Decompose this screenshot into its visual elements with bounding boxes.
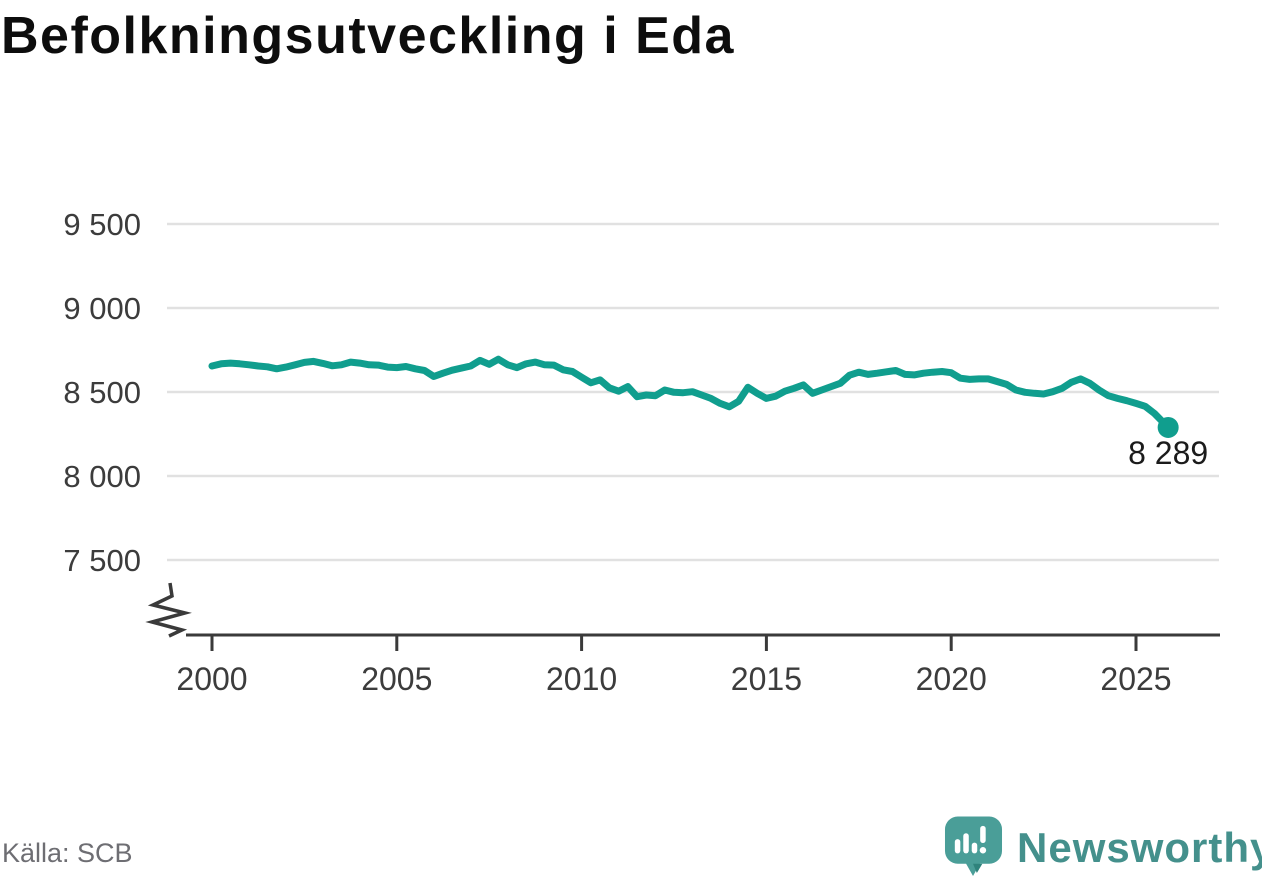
- x-tick-label: 2010: [546, 661, 617, 697]
- logo-fold: [973, 863, 983, 874]
- x-tick-label: 2025: [1100, 661, 1171, 697]
- newsworthy-logo-icon: [944, 816, 1003, 876]
- newsworthy-wordmark: Newsworthy: [1017, 824, 1262, 871]
- chart-title: Befolkningsutveckling i Eda: [1, 7, 735, 65]
- y-tick-label: 9 000: [63, 291, 141, 326]
- newsworthy-branding[interactable]: Newsworthy: [944, 815, 1262, 878]
- y-tick-label: 9 500: [63, 207, 141, 242]
- x-tick-label: 2000: [176, 661, 247, 697]
- end-value-label: 8 289: [1128, 435, 1208, 471]
- x-tick-label: 2020: [916, 661, 987, 697]
- population-line: [208, 355, 1172, 431]
- x-tick-label: 2015: [731, 661, 802, 697]
- x-tick-label: 2005: [361, 661, 432, 697]
- axis-break-icon: [145, 582, 192, 638]
- y-tick-label: 8 500: [63, 375, 141, 410]
- source-label: Källa: SCB: [2, 838, 133, 868]
- y-tick-label: 8 000: [63, 459, 141, 494]
- end-point-dot: [1157, 416, 1179, 438]
- y-tick-label: 7 500: [63, 543, 141, 578]
